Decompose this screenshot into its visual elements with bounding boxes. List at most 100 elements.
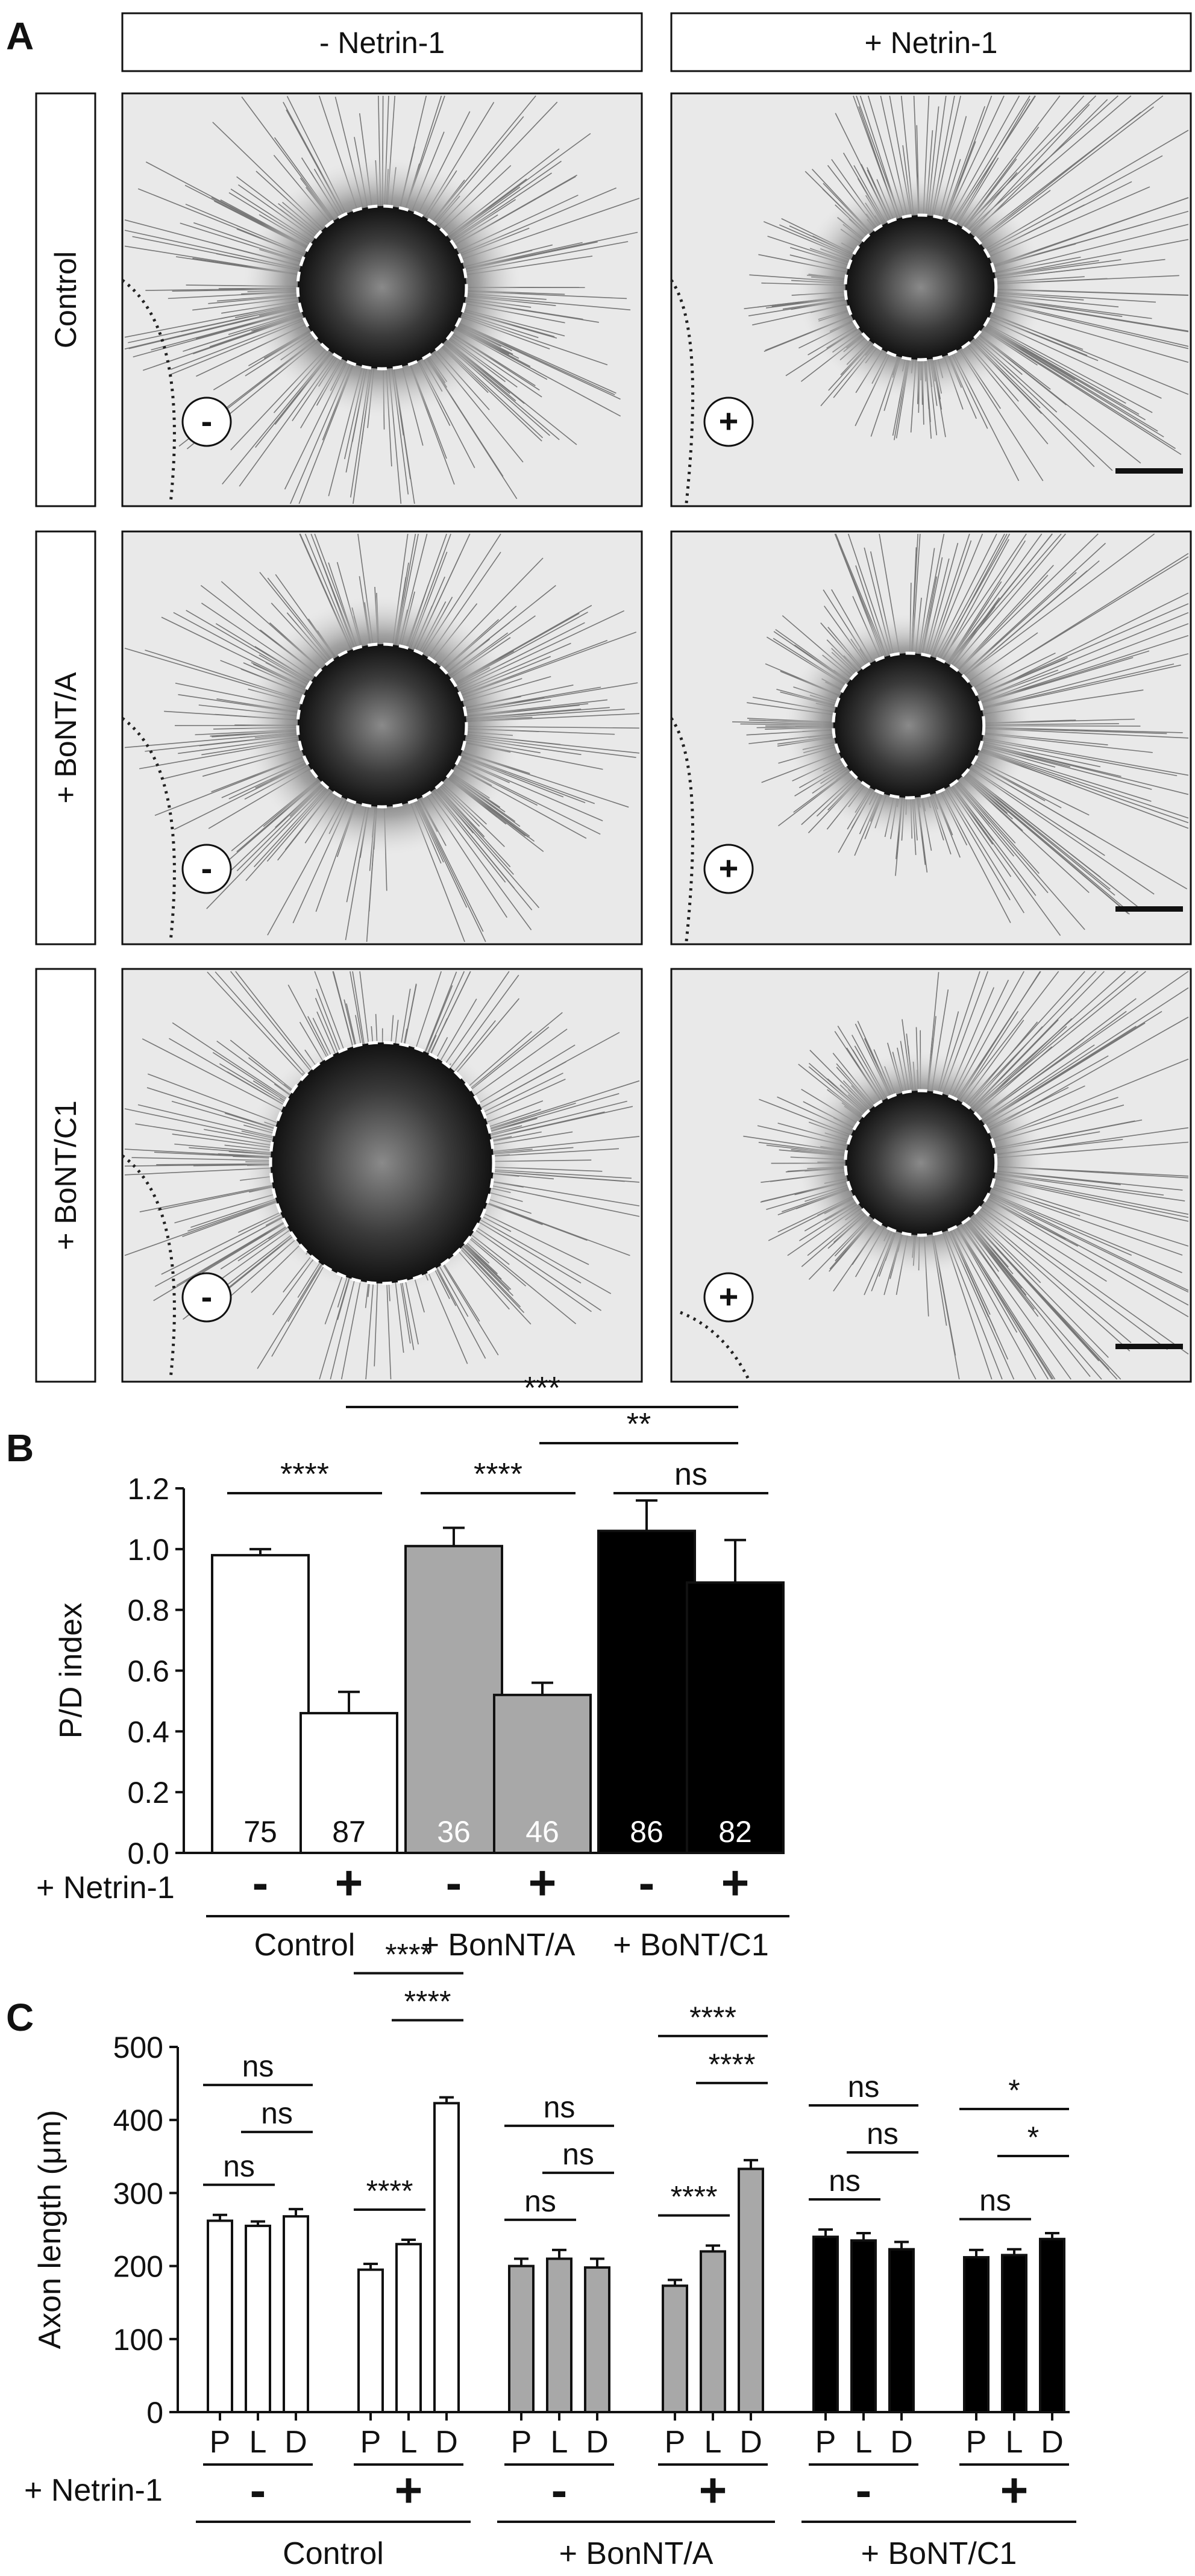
category-label: L — [249, 2425, 267, 2460]
netrin-symbol: - — [551, 2463, 568, 2517]
panel-b-chart: B 0.0 0.2 0.4 0.6 0.8 1.0 1.2 P/D index 75 87 36 46… — [6, 1371, 789, 1963]
bar — [888, 2248, 915, 2414]
y-axis-label: P/D index — [54, 1603, 89, 1738]
category-label: L — [704, 2425, 722, 2460]
bar — [395, 2243, 422, 2413]
significance-label: ns — [674, 1457, 707, 1492]
group-label: + BonNT/A — [421, 1928, 576, 1963]
significance-label: ns — [524, 2184, 556, 2218]
svg-text:+: + — [719, 849, 739, 887]
scale-bar — [1115, 468, 1183, 474]
bar — [493, 1693, 592, 1854]
netrin-symbol: + — [528, 1856, 557, 1910]
group-label: + BoNT/C1 — [613, 1928, 769, 1963]
bar — [662, 2284, 688, 2413]
category-label: P — [210, 2425, 231, 2460]
bar — [546, 2257, 572, 2413]
significance-label: **** — [280, 1457, 329, 1492]
netrin-symbol: - — [639, 1856, 655, 1910]
netrin-symbol: + — [335, 1856, 363, 1910]
column-header-minus-text: - Netrin-1 — [319, 26, 445, 60]
category-label: P — [665, 2425, 686, 2460]
y-tick-label: 1.2 — [127, 1472, 169, 1506]
bar — [404, 1544, 503, 1855]
significance-label: **** — [385, 1938, 432, 1972]
source-symbol: + — [703, 396, 754, 447]
source-symbol: + — [703, 1272, 754, 1323]
scale-bar — [1115, 1344, 1183, 1349]
y-tick-label: 100 — [113, 2323, 163, 2357]
bar — [597, 1529, 696, 1854]
category-label: D — [1041, 2425, 1064, 2460]
panel-c-label: C — [6, 1996, 34, 2039]
category-label: D — [435, 2425, 458, 2460]
bar — [738, 2167, 764, 2414]
bar — [850, 2239, 877, 2413]
significance-label: **** — [689, 2001, 736, 2034]
bar — [245, 2224, 271, 2413]
significance-label: ns — [261, 2096, 293, 2130]
y-tick-label: 200 — [113, 2250, 163, 2284]
y-tick-label: 0.2 — [127, 1776, 169, 1810]
row-header-2: + BoNT/C1 — [35, 968, 96, 1383]
n-label: 86 — [630, 1815, 663, 1849]
y-tick-label: 0.6 — [127, 1655, 169, 1688]
row-header-text: + BoNT/A — [49, 672, 83, 804]
netrin-symbol: + — [1000, 2463, 1029, 2517]
micrograph-r1-c0: - — [121, 530, 643, 945]
significance-label: ns — [223, 2149, 255, 2183]
significance-label: ns — [562, 2137, 594, 2171]
source-symbol: - — [181, 396, 232, 447]
bar — [1001, 2254, 1027, 2413]
svg-text:+: + — [719, 402, 739, 440]
category-label: L — [1006, 2425, 1023, 2460]
bar — [508, 2264, 535, 2414]
row-header-text: Control — [49, 251, 83, 348]
category-label: L — [855, 2425, 873, 2460]
row-header-1: + BoNT/A — [35, 530, 96, 945]
micrograph-r0-c0: - — [121, 92, 643, 507]
significance-label: ns — [544, 2090, 576, 2124]
bar — [211, 1553, 310, 1855]
bar — [433, 2102, 460, 2413]
category-label: P — [360, 2425, 381, 2460]
category-label: P — [511, 2425, 532, 2460]
significance-label: * — [1008, 2073, 1020, 2107]
netrin-symbol: - — [446, 1856, 462, 1910]
category-label: D — [586, 2425, 609, 2460]
n-label: 82 — [718, 1815, 752, 1849]
bar — [963, 2256, 990, 2413]
micrograph-r0-c1: + — [670, 92, 1192, 507]
column-header-plus-text: + Netrin-1 — [865, 26, 998, 60]
significance-label: **** — [404, 1985, 451, 2019]
netrin-symbol: + — [721, 1856, 750, 1910]
panel-a-micrographs: A - Netrin-1 + Netrin-1 Control + BoNT/A +… — [6, 12, 1192, 1383]
y-tick-label: 300 — [113, 2176, 163, 2210]
netrin-row-label: + Netrin-1 — [24, 2473, 163, 2508]
group-label: Control — [254, 1928, 356, 1963]
svg-text:+: + — [719, 1277, 739, 1315]
netrin-symbol: + — [699, 2463, 727, 2517]
y-tick-label: 0 — [146, 2396, 163, 2430]
bar — [357, 2268, 384, 2413]
significance-label: ns — [867, 2117, 899, 2151]
bar — [700, 2250, 726, 2414]
bar — [686, 1581, 785, 1855]
netrin-symbol: - — [252, 1856, 269, 1910]
significance-label: ns — [242, 2049, 274, 2083]
bar — [207, 2219, 233, 2414]
netrin-row-label: + Netrin-1 — [36, 1870, 175, 1905]
source-symbol: - — [181, 844, 232, 894]
bar — [300, 1712, 398, 1854]
category-label: P — [815, 2425, 836, 2460]
column-header-plus: + Netrin-1 — [670, 12, 1192, 72]
y-tick-label: 0.0 — [127, 1837, 169, 1870]
group-label: + BonNT/A — [559, 2536, 714, 2571]
significance-label: ns — [979, 2184, 1011, 2217]
bar — [1039, 2237, 1065, 2414]
significance-label: **** — [709, 2048, 756, 2081]
row-header-text: + BoNT/C1 — [49, 1100, 83, 1250]
y-tick-label: 0.8 — [127, 1594, 169, 1628]
source-symbol: - — [181, 1272, 232, 1323]
